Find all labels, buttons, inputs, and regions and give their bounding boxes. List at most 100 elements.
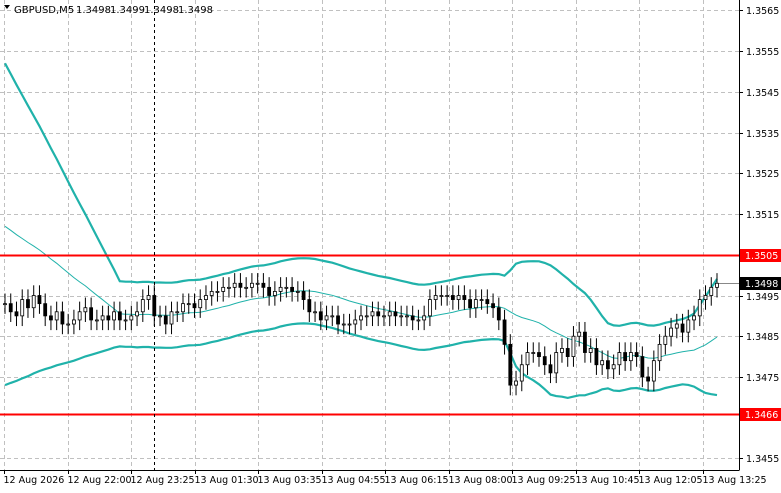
- candle-body: [353, 319, 358, 325]
- candle-body: [324, 315, 329, 321]
- candle-body: [531, 352, 536, 354]
- candle-body: [548, 364, 553, 374]
- candle-body: [410, 315, 415, 321]
- candle-body: [370, 311, 375, 317]
- open-value: 1.3498: [76, 5, 111, 16]
- candle-body: [508, 343, 513, 386]
- candle-body: [462, 295, 467, 300]
- current-price-tag-label: 1.3498: [745, 279, 778, 290]
- candle-body: [663, 335, 668, 345]
- candle-body: [60, 311, 65, 325]
- candle-body: [703, 295, 708, 300]
- candle-body: [318, 311, 323, 321]
- candle-body: [209, 291, 214, 296]
- chart-header: GBPUSD,M5 1.3498 1.3499 1.3498 1.3498: [4, 5, 213, 16]
- candle-body: [89, 307, 94, 321]
- candle-body: [232, 282, 237, 288]
- candle-body: [250, 282, 254, 288]
- candle-body: [49, 315, 53, 321]
- candle-body: [439, 295, 444, 297]
- candle-body: [502, 319, 507, 345]
- candle-body: [583, 331, 587, 353]
- candle-body: [445, 295, 450, 297]
- candle-body: [204, 295, 208, 300]
- candle-body: [594, 348, 599, 366]
- candle-body: [14, 311, 19, 317]
- candle-body: [100, 315, 105, 321]
- candle-body: [387, 311, 392, 317]
- candle-body: [221, 286, 226, 292]
- current-price-tag-background: [740, 277, 781, 290]
- caret-down-icon[interactable]: [4, 5, 10, 9]
- x-tick-label: 12 Aug 2026: [4, 475, 65, 486]
- candle-body: [715, 282, 719, 288]
- band-layer: [4, 62, 718, 400]
- candle-body: [8, 303, 13, 313]
- candle-body: [135, 311, 139, 317]
- upper-band-line: [4, 62, 718, 327]
- candle-body: [83, 307, 88, 313]
- candle-body: [26, 299, 30, 309]
- candle-body: [330, 315, 335, 318]
- candle-body: [692, 315, 696, 321]
- level-tag-background: [740, 249, 781, 262]
- candle-body: [588, 348, 593, 353]
- candle-body: [112, 311, 116, 321]
- candle-body: [20, 299, 25, 317]
- y-tick-label: 1.3555: [746, 47, 779, 58]
- candle-body: [227, 286, 231, 289]
- middle-band-line: [4, 225, 718, 359]
- candle-body: [433, 295, 438, 300]
- candle-body: [416, 319, 421, 322]
- candle-body: [307, 299, 312, 313]
- candle-body: [278, 286, 283, 292]
- candle-body: [525, 352, 530, 366]
- candle-body: [617, 352, 622, 366]
- candle-body: [255, 282, 260, 285]
- candle-body: [376, 311, 381, 317]
- candle-body: [405, 315, 409, 318]
- candle-body: [261, 282, 266, 288]
- candle-body: [158, 315, 162, 318]
- candle-body: [611, 364, 616, 370]
- candle-body: [565, 348, 570, 358]
- candle-body: [651, 360, 656, 382]
- y-tick-label: 1.3485: [746, 332, 779, 343]
- candle-body: [129, 315, 134, 321]
- candle-body: [347, 323, 352, 326]
- candle-body: [238, 282, 243, 288]
- candle-body: [628, 352, 633, 362]
- candle-body: [215, 291, 220, 293]
- candle-body: [43, 303, 48, 317]
- candle-body: [295, 291, 300, 293]
- y-tick-label: 1.3545: [746, 88, 779, 99]
- candle-body: [272, 291, 277, 296]
- candle-body: [600, 360, 605, 366]
- candle-body: [542, 356, 547, 366]
- candle-body: [117, 311, 122, 321]
- candle-body: [244, 286, 249, 289]
- candle-body: [301, 291, 306, 300]
- candle-body: [336, 315, 340, 325]
- level-tag-label: 1.3466: [745, 410, 778, 421]
- candle-body: [657, 343, 662, 362]
- candle-body: [54, 311, 59, 321]
- candle-body: [485, 299, 490, 305]
- candle-body: [519, 364, 524, 382]
- candle-body: [267, 286, 272, 296]
- x-tick-label: 13 Aug 06:15: [385, 475, 449, 486]
- high-value: 1.3499: [110, 5, 145, 16]
- y-tick-label: 1.3455: [746, 454, 779, 465]
- candle-body: [37, 295, 42, 305]
- candle-body: [686, 319, 691, 333]
- candle-body: [290, 286, 294, 292]
- candle-body: [77, 311, 82, 321]
- y-tick-label: 1.3495: [746, 292, 779, 303]
- candle-body: [66, 323, 71, 326]
- close-value: 1.3498: [178, 5, 213, 16]
- candle-body: [163, 315, 168, 325]
- low-value: 1.3498: [144, 5, 179, 16]
- x-tick-label: 12 Aug 22:00: [68, 475, 132, 486]
